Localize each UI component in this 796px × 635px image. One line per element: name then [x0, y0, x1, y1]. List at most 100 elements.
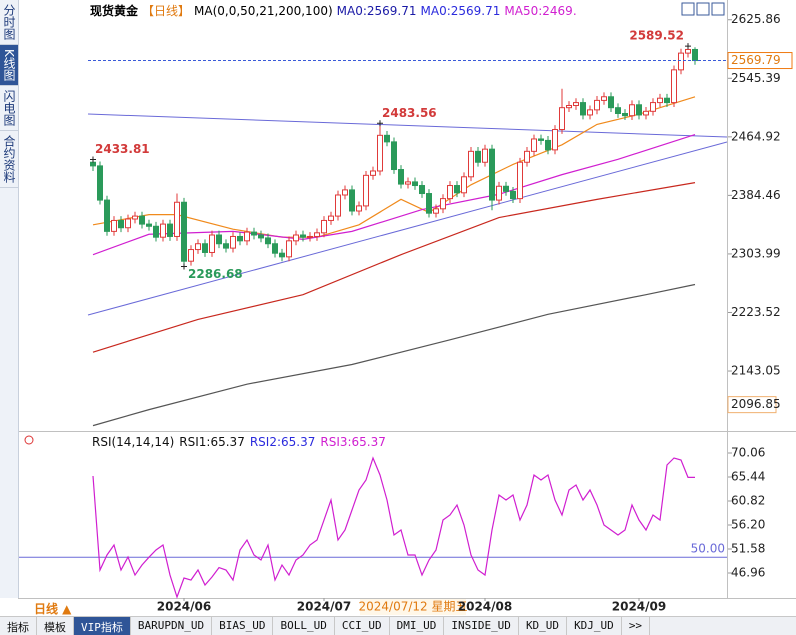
candle-body — [328, 215, 334, 221]
y-tick-label: 56.20 — [731, 518, 765, 532]
candle-body — [517, 161, 523, 200]
candle-body — [447, 185, 453, 200]
candle-body — [405, 181, 411, 185]
candle-body — [363, 174, 369, 207]
y-tick-label: 65.44 — [731, 470, 765, 484]
candle-body — [370, 170, 376, 176]
candle-body — [244, 231, 250, 242]
y-tick-label: 2143.05 — [731, 364, 781, 378]
indicator-tab[interactable]: DMI_UD — [390, 617, 445, 635]
candle-body — [293, 234, 299, 242]
candle-body — [223, 243, 229, 249]
candle-body — [216, 234, 222, 245]
candle-body — [335, 194, 341, 217]
y-tick-label: 2384.46 — [731, 188, 781, 202]
candle-body — [419, 185, 425, 195]
y-tick-label: 2545.39 — [731, 71, 781, 85]
indicator[interactable]: MA(0,0,50,21,200,100) — [194, 4, 333, 18]
candle-body — [321, 219, 327, 234]
candle-body — [608, 96, 614, 109]
window-button[interactable] — [681, 2, 695, 16]
y-tick-label: 60.82 — [731, 494, 765, 508]
candle-body — [545, 139, 551, 151]
legend-entry: RSI1:65.37 — [179, 435, 245, 449]
candle-body — [125, 218, 131, 229]
annotation: 2286.68 — [188, 267, 243, 281]
period[interactable]: 【日线】 — [142, 4, 191, 18]
candle-body — [426, 193, 432, 214]
candle-body — [307, 235, 313, 238]
indicator-tab[interactable]: BARUPDN_UD — [131, 617, 213, 635]
annotation-marker — [181, 263, 187, 270]
annotation-marker — [377, 120, 383, 127]
y-tick-label: 2303.99 — [731, 246, 781, 260]
candle-body — [195, 243, 201, 251]
candle-body — [153, 225, 159, 238]
candle-body — [636, 104, 642, 116]
indicator-tab[interactable]: KDJ_UD — [567, 617, 622, 635]
indicator-tab[interactable]: >> — [622, 617, 651, 635]
trendline — [87, 113, 728, 138]
indicator-tab[interactable]: KD_UD — [519, 617, 568, 635]
rsi-icon[interactable] — [24, 435, 34, 445]
annotation: 2483.56 — [382, 106, 437, 120]
candle-body — [90, 161, 96, 167]
annotation: 2433.81 — [95, 142, 150, 156]
indicator-tabs: 指标 模板 VIP指标 BARUPDN_UD BIAS_UD BOLL_UD CCI_UD D… — [0, 616, 796, 635]
reference-label: 50.00 — [691, 542, 725, 556]
candle-body — [454, 185, 460, 194]
candle-body — [251, 231, 257, 236]
candle-body — [286, 240, 292, 258]
candle-body — [664, 97, 670, 104]
sidebar-tab[interactable]: 合约资料 — [0, 131, 18, 188]
candle-body — [398, 169, 404, 185]
range-low-label: 2096.85 — [731, 397, 781, 411]
candle-body — [391, 141, 397, 171]
candle-body — [678, 52, 684, 71]
x-tick-label: 2024/09 — [612, 600, 666, 614]
period-button[interactable]: 日线 ▲ — [34, 602, 72, 616]
y-tick-label: 46.96 — [731, 566, 765, 580]
range-low-box — [727, 396, 777, 414]
candle-body — [258, 234, 264, 239]
candle-body — [629, 104, 635, 117]
candle-body — [580, 102, 586, 116]
indicator-tab[interactable]: CCI_UD — [335, 617, 390, 635]
window-button[interactable] — [711, 2, 725, 16]
indicator-tab[interactable]: 指标 — [0, 617, 37, 635]
candle-body — [440, 198, 446, 210]
candle-body — [531, 138, 537, 152]
sidebar-tab[interactable]: 闪电图 — [0, 86, 18, 131]
candle-body — [356, 205, 362, 212]
candle-body — [482, 148, 488, 163]
candle-body — [552, 129, 558, 151]
y-tick-label: 70.06 — [731, 446, 765, 460]
cursor-date-box — [360, 599, 466, 615]
candle-body — [97, 165, 103, 201]
trendline — [87, 141, 728, 316]
legend-entry: MA0:2569.71 — [420, 4, 501, 18]
candle-body — [594, 99, 600, 111]
annotation: 2589.52 — [629, 29, 684, 43]
indicator-tab[interactable]: BIAS_UD — [212, 617, 274, 635]
indicator-tab[interactable]: 模板 — [37, 617, 74, 635]
sidebar-tab[interactable]: 分时图 — [0, 0, 18, 45]
candle-body — [671, 69, 677, 104]
indicator-tab[interactable]: BOLL_UD — [273, 617, 335, 635]
sidebar-tab[interactable]: K线图 — [0, 45, 18, 86]
candle-body — [272, 243, 278, 254]
candle-body — [377, 134, 383, 172]
window-button[interactable] — [696, 2, 710, 16]
indicator-tab[interactable]: INSIDE_UD — [444, 617, 519, 635]
indicator-tab[interactable]: VIP指标 — [74, 617, 131, 635]
ma-line — [92, 96, 696, 238]
candle-body — [615, 107, 621, 115]
legend-entry: RSI3:65.37 — [320, 435, 386, 449]
y-tick-label: 2625.86 — [731, 12, 781, 26]
candle-body — [118, 219, 124, 229]
candle-body — [510, 190, 516, 200]
legend-entry: MA50:2469. — [504, 4, 577, 18]
candle-body — [188, 249, 194, 262]
